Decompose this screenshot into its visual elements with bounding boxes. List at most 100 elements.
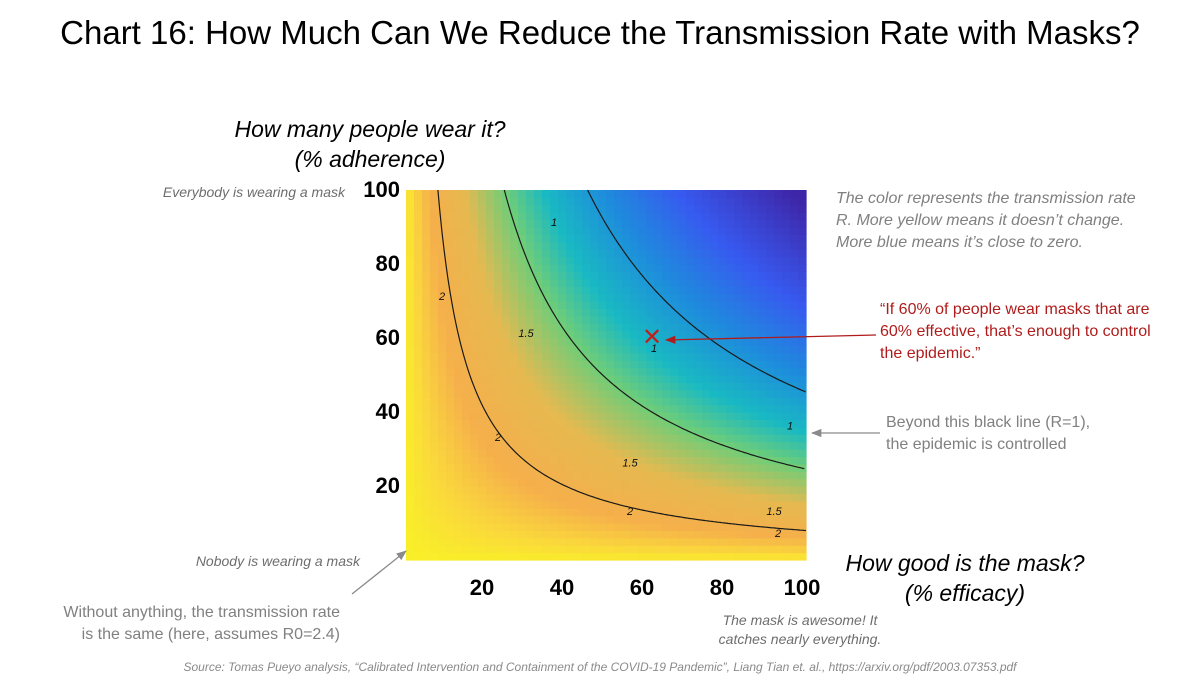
heatmap-cell (766, 515, 775, 524)
heatmap-cell (726, 404, 735, 413)
heatmap-cell (742, 537, 751, 546)
heatmap-cell (526, 219, 535, 228)
heatmap-cell (510, 530, 519, 539)
heatmap-cell (678, 545, 687, 554)
heatmap-cell (518, 515, 527, 524)
heatmap-cell (438, 219, 447, 228)
heatmap-cell (414, 278, 423, 287)
heatmap-cell (446, 249, 455, 258)
heatmap-cell (590, 471, 599, 480)
heatmap-cell (550, 486, 559, 494)
heatmap-cell (766, 278, 775, 287)
heatmap-cell (694, 352, 703, 361)
heatmap-cell (686, 301, 695, 309)
heatmap-cell (630, 456, 639, 465)
heatmap-cell (454, 234, 463, 243)
heatmap-cell (542, 456, 551, 465)
heatmap-cell (734, 397, 743, 406)
heatmap-cell (734, 471, 743, 480)
heatmap-cell (470, 286, 479, 295)
heatmap-cell (414, 389, 423, 398)
heatmap-cell (454, 500, 463, 509)
heatmap-cell (518, 286, 527, 295)
heatmap-cell (606, 523, 615, 531)
heatmap-cell (510, 552, 519, 561)
heatmap-cell (574, 441, 583, 450)
heatmap-cell (430, 315, 439, 324)
heatmap-cell (710, 486, 719, 494)
heatmap-cell (414, 382, 423, 391)
heatmap-cell (582, 434, 591, 443)
heatmap-cell (510, 308, 519, 317)
heatmap-cell (614, 315, 623, 324)
heatmap-cell (470, 389, 479, 398)
heatmap-cell (558, 375, 567, 383)
heatmap-cell (798, 308, 807, 317)
heatmap-cell (542, 352, 551, 361)
heatmap-cell (502, 301, 511, 309)
heatmap-cell (606, 463, 615, 472)
heatmap-cell (718, 360, 727, 369)
heatmap-cell (726, 530, 735, 539)
heatmap-cell (598, 197, 607, 206)
heatmap-cell (478, 478, 487, 487)
heatmap-cell (678, 404, 687, 413)
heatmap-cell (670, 234, 679, 243)
heatmap-cell (614, 375, 623, 383)
heatmap-cell (694, 426, 703, 435)
heatmap-cell (406, 389, 415, 398)
heatmap-cell (598, 508, 607, 517)
heatmap-cell (558, 219, 567, 228)
heatmap-cell (774, 315, 783, 324)
heatmap-cell (454, 308, 463, 317)
heatmap-cell (494, 530, 503, 539)
heatmap-cell (534, 338, 543, 346)
heatmap-cell (662, 204, 671, 213)
heatmap-cell (678, 249, 687, 258)
heatmap-cell (726, 315, 735, 324)
heatmap-cell (454, 523, 463, 531)
heatmap-cell (790, 397, 799, 406)
heatmap-cell (710, 227, 719, 235)
heatmap-cell (582, 197, 591, 206)
heatmap-cell (758, 360, 767, 369)
heatmap-cell (486, 456, 495, 465)
heatmap-cell (566, 434, 575, 443)
heatmap-cell (518, 227, 527, 235)
heatmap-cell (678, 315, 687, 324)
heatmap-cell (614, 190, 623, 198)
heatmap-cell (454, 212, 463, 221)
heatmap-cell (486, 375, 495, 383)
heatmap-cell (654, 212, 663, 221)
heatmap-cell (614, 515, 623, 524)
heatmap-cell (678, 293, 687, 302)
heatmap-cell (750, 293, 759, 302)
heatmap-cell (790, 375, 799, 383)
heatmap-cell (790, 197, 799, 206)
heatmap-cell (486, 308, 495, 317)
heatmap-cell (494, 315, 503, 324)
heatmap-cell (662, 212, 671, 221)
heatmap-cell (758, 478, 767, 487)
heatmap-cell (414, 264, 423, 272)
heatmap-cell (494, 449, 503, 457)
heatmap-cell (454, 241, 463, 250)
heatmap-cell (662, 352, 671, 361)
heatmap-cell (798, 456, 807, 465)
heatmap-cell (486, 545, 495, 554)
heatmap-cell (670, 389, 679, 398)
heatmap-cell (686, 537, 695, 546)
heatmap-cell (766, 523, 775, 531)
heatmap-cell (550, 301, 559, 309)
heatmap-cell (534, 345, 543, 354)
heatmap-cell (638, 508, 647, 517)
heatmap-cell (502, 537, 511, 546)
heatmap-cell (694, 315, 703, 324)
heatmap-cell (446, 508, 455, 517)
heatmap-cell (798, 389, 807, 398)
heatmap-cell (446, 397, 455, 406)
heatmap-cell (558, 530, 567, 539)
heatmap-cell (558, 478, 567, 487)
heatmap-cell (454, 382, 463, 391)
